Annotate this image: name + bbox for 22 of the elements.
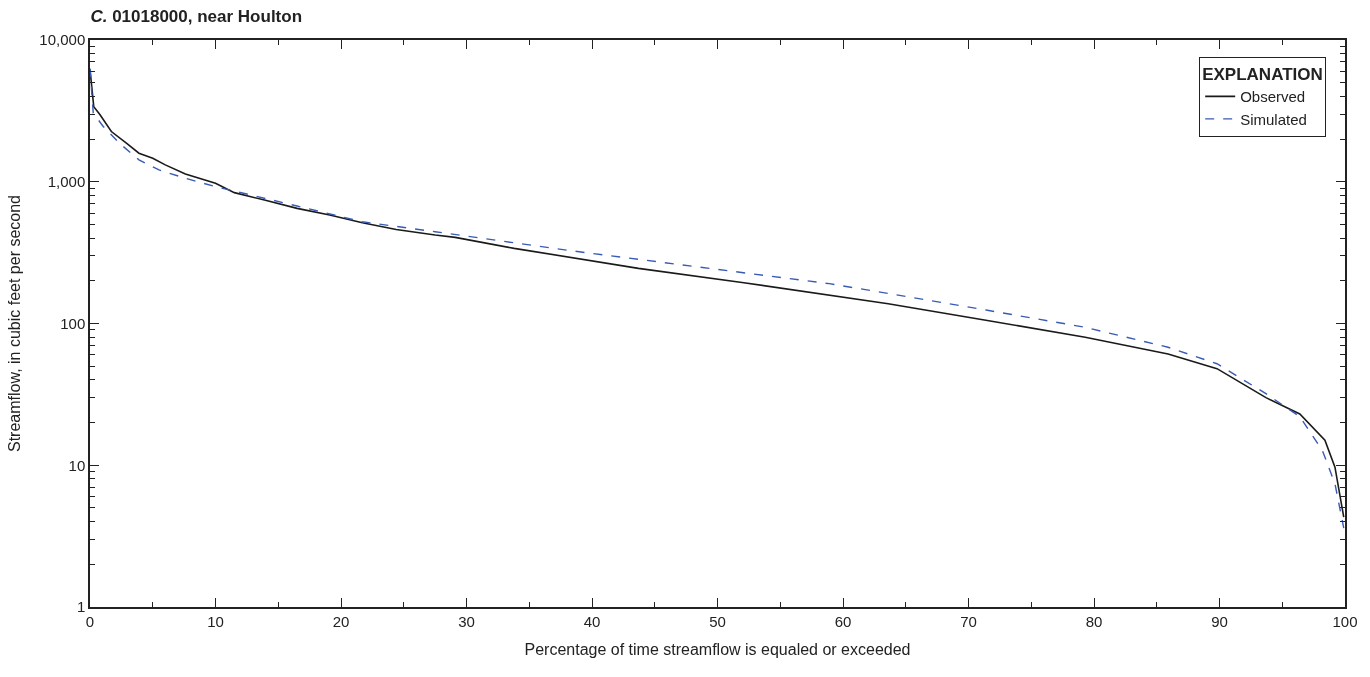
x-axis-title: Percentage of time streamflow is equaled or exceeded [524,640,911,658]
x-tick-label: 80 [1085,612,1103,630]
x-tick-label: 70 [960,612,977,630]
x-tick-label: 90 [1211,612,1228,630]
legend-label: Observed [1240,88,1306,106]
y-tick-label: 1,000 [47,173,86,190]
y-tick-label: 10,000 [39,31,86,49]
legend-title: EXPLANATION [1202,65,1323,85]
x-tick-label: 30 [458,612,475,630]
y-tick-label: 100 [60,314,86,332]
x-tick-label: 40 [583,612,601,630]
chart-title: C. 01018000, near Houlton [90,7,303,27]
legend-label: Simulated [1240,110,1307,128]
x-tick-label: 10 [207,612,224,630]
x-tick-label: 100 [1332,612,1358,630]
y-tick-label: 10 [68,456,86,474]
x-tick-label: 20 [332,612,350,630]
x-tick-label: 60 [834,612,852,630]
x-tick-label: 0 [85,612,95,630]
y-tick-label: 1 [76,598,86,616]
y-axis-title: Streamflow, in cubic feet per second [5,194,23,453]
x-tick-label: 50 [709,612,726,630]
